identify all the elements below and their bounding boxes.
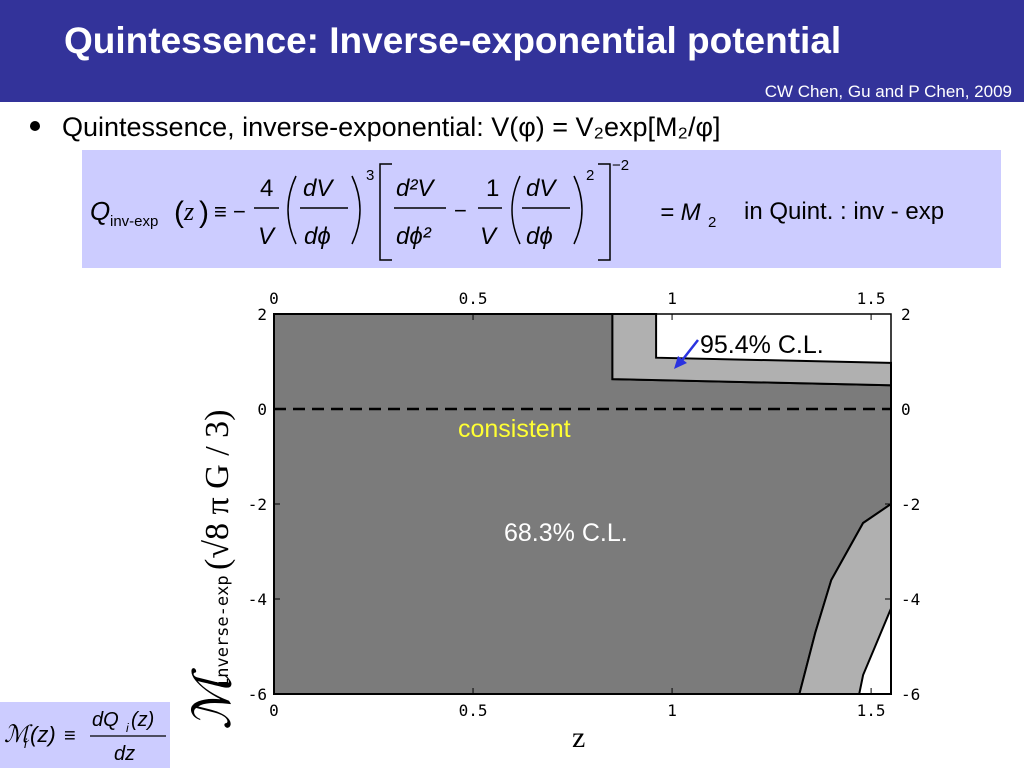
x-tick-top-label: 0.5 <box>459 289 488 308</box>
formula-sub: inv-exp <box>110 213 158 230</box>
formula-dphi3: dϕ <box>526 223 553 250</box>
formula-expm2: −2 <box>612 157 629 174</box>
formula-V: V <box>258 223 276 250</box>
y-tick-left-label: 0 <box>257 400 267 419</box>
formula-Q: Q <box>90 196 110 226</box>
y-tick-left-label: -6 <box>248 685 267 704</box>
formula-equiv: ≡ − <box>214 199 246 224</box>
formula-minus: − <box>454 198 467 223</box>
label-68-percent: 68.3% C.L. <box>504 519 628 547</box>
label-consistent: consistent <box>458 415 571 443</box>
arrow-icon <box>679 339 699 364</box>
def-num-sub: i <box>126 721 129 735</box>
def-z: (z) <box>30 722 56 747</box>
x-axis-label: z <box>572 721 585 754</box>
title-bar: Quintessence: Inverse-exponential potent… <box>0 0 1024 102</box>
def-lhs-sub: i <box>24 736 28 751</box>
x-tick-bottom-label: 1.5 <box>857 701 886 720</box>
formula-panel: Q inv-exp ( z ) ≡ − 4 V dV dϕ 3 d²V dϕ² … <box>82 150 1001 268</box>
y-ticks-right: 2 0 -2 -4 -6 <box>885 305 920 704</box>
y-tick-right-label: -6 <box>901 685 920 704</box>
slide-title: Quintessence: Inverse-exponential potent… <box>64 20 842 61</box>
formula-note: in Quint. : inv - exp <box>744 198 944 225</box>
x-tick-top-label: 1.5 <box>857 289 886 308</box>
definition-panel: ℳ i (z) ≡ dQ i (z) dz <box>0 702 170 768</box>
def-num: dQ <box>92 709 119 731</box>
formula-paren: ( <box>174 196 184 229</box>
bullet-item: Quintessence, inverse-exponential: V(φ) … <box>30 112 721 143</box>
formula-result: = M <box>660 199 701 226</box>
plot: ℳ inverse-exp (√8 π G / 3) 0 0.5 1 1.5 0 0.5… <box>180 285 920 755</box>
x-tick-top-label: 0 <box>269 289 279 308</box>
bullet-dot-icon <box>30 120 40 131</box>
y-axis-symbol: ℳ <box>185 668 242 730</box>
y-axis-subscript: inverse-exp <box>213 575 233 688</box>
formula-dphi2: dϕ² <box>396 223 432 250</box>
formula-z: z <box>183 197 194 226</box>
formula-one: 1 <box>486 175 499 202</box>
formula-dphi: dϕ <box>304 223 331 250</box>
y-axis-factor: (√8 π G / 3) <box>199 410 236 570</box>
formula-dV: dV <box>303 175 334 202</box>
x-ticks-top: 0 0.5 1 1.5 <box>269 289 886 320</box>
formula-result-sub: 2 <box>708 214 716 231</box>
y-tick-right-label: -2 <box>901 495 920 514</box>
def-num-z: (z) <box>131 709 154 731</box>
x-tick-bottom-label: 0 <box>269 701 279 720</box>
y-tick-left-label: -2 <box>248 495 267 514</box>
formula-paren: ) <box>199 196 209 229</box>
x-ticks-bottom: 0 0.5 1 1.5 <box>269 688 886 720</box>
formula-four: 4 <box>260 175 273 202</box>
x-tick-bottom-label: 0.5 <box>459 701 488 720</box>
def-lhs: ℳ <box>4 722 33 748</box>
plot-svg: ℳ inverse-exp (√8 π G / 3) 0 0.5 1 1.5 0 0.5… <box>185 289 920 754</box>
y-tick-right-label: 2 <box>901 305 911 324</box>
formula-dV2: dV <box>526 175 557 202</box>
x-tick-top-label: 1 <box>667 289 677 308</box>
def-den: dz <box>114 743 135 765</box>
definition-equation: ℳ i (z) ≡ dQ i (z) dz <box>4 709 166 765</box>
y-tick-left-label: -4 <box>248 590 267 609</box>
y-tick-right-label: 0 <box>901 400 911 419</box>
y-tick-right-label: -4 <box>901 590 920 609</box>
arrow-head-icon <box>674 356 687 369</box>
y-tick-left-label: 2 <box>257 305 267 324</box>
label-95-percent: 95.4% C.L. <box>700 331 824 359</box>
formula-equation: Q inv-exp ( z ) ≡ − 4 V dV dϕ 3 d²V dϕ² … <box>90 157 944 261</box>
bullet-text: Quintessence, inverse-exponential: V(φ) … <box>62 112 721 142</box>
y-ticks-left: 2 0 -2 -4 -6 <box>248 305 280 704</box>
formula-exp3: 3 <box>366 167 374 184</box>
formula-V2: V <box>480 223 498 250</box>
def-equiv: ≡ <box>64 725 76 747</box>
plot-area <box>273 313 892 695</box>
formula-d2V: d²V <box>396 175 435 202</box>
formula-exp2: 2 <box>586 167 594 184</box>
x-tick-bottom-label: 1 <box>667 701 677 720</box>
citation: CW Chen, Gu and P Chen, 2009 <box>764 82 1012 101</box>
